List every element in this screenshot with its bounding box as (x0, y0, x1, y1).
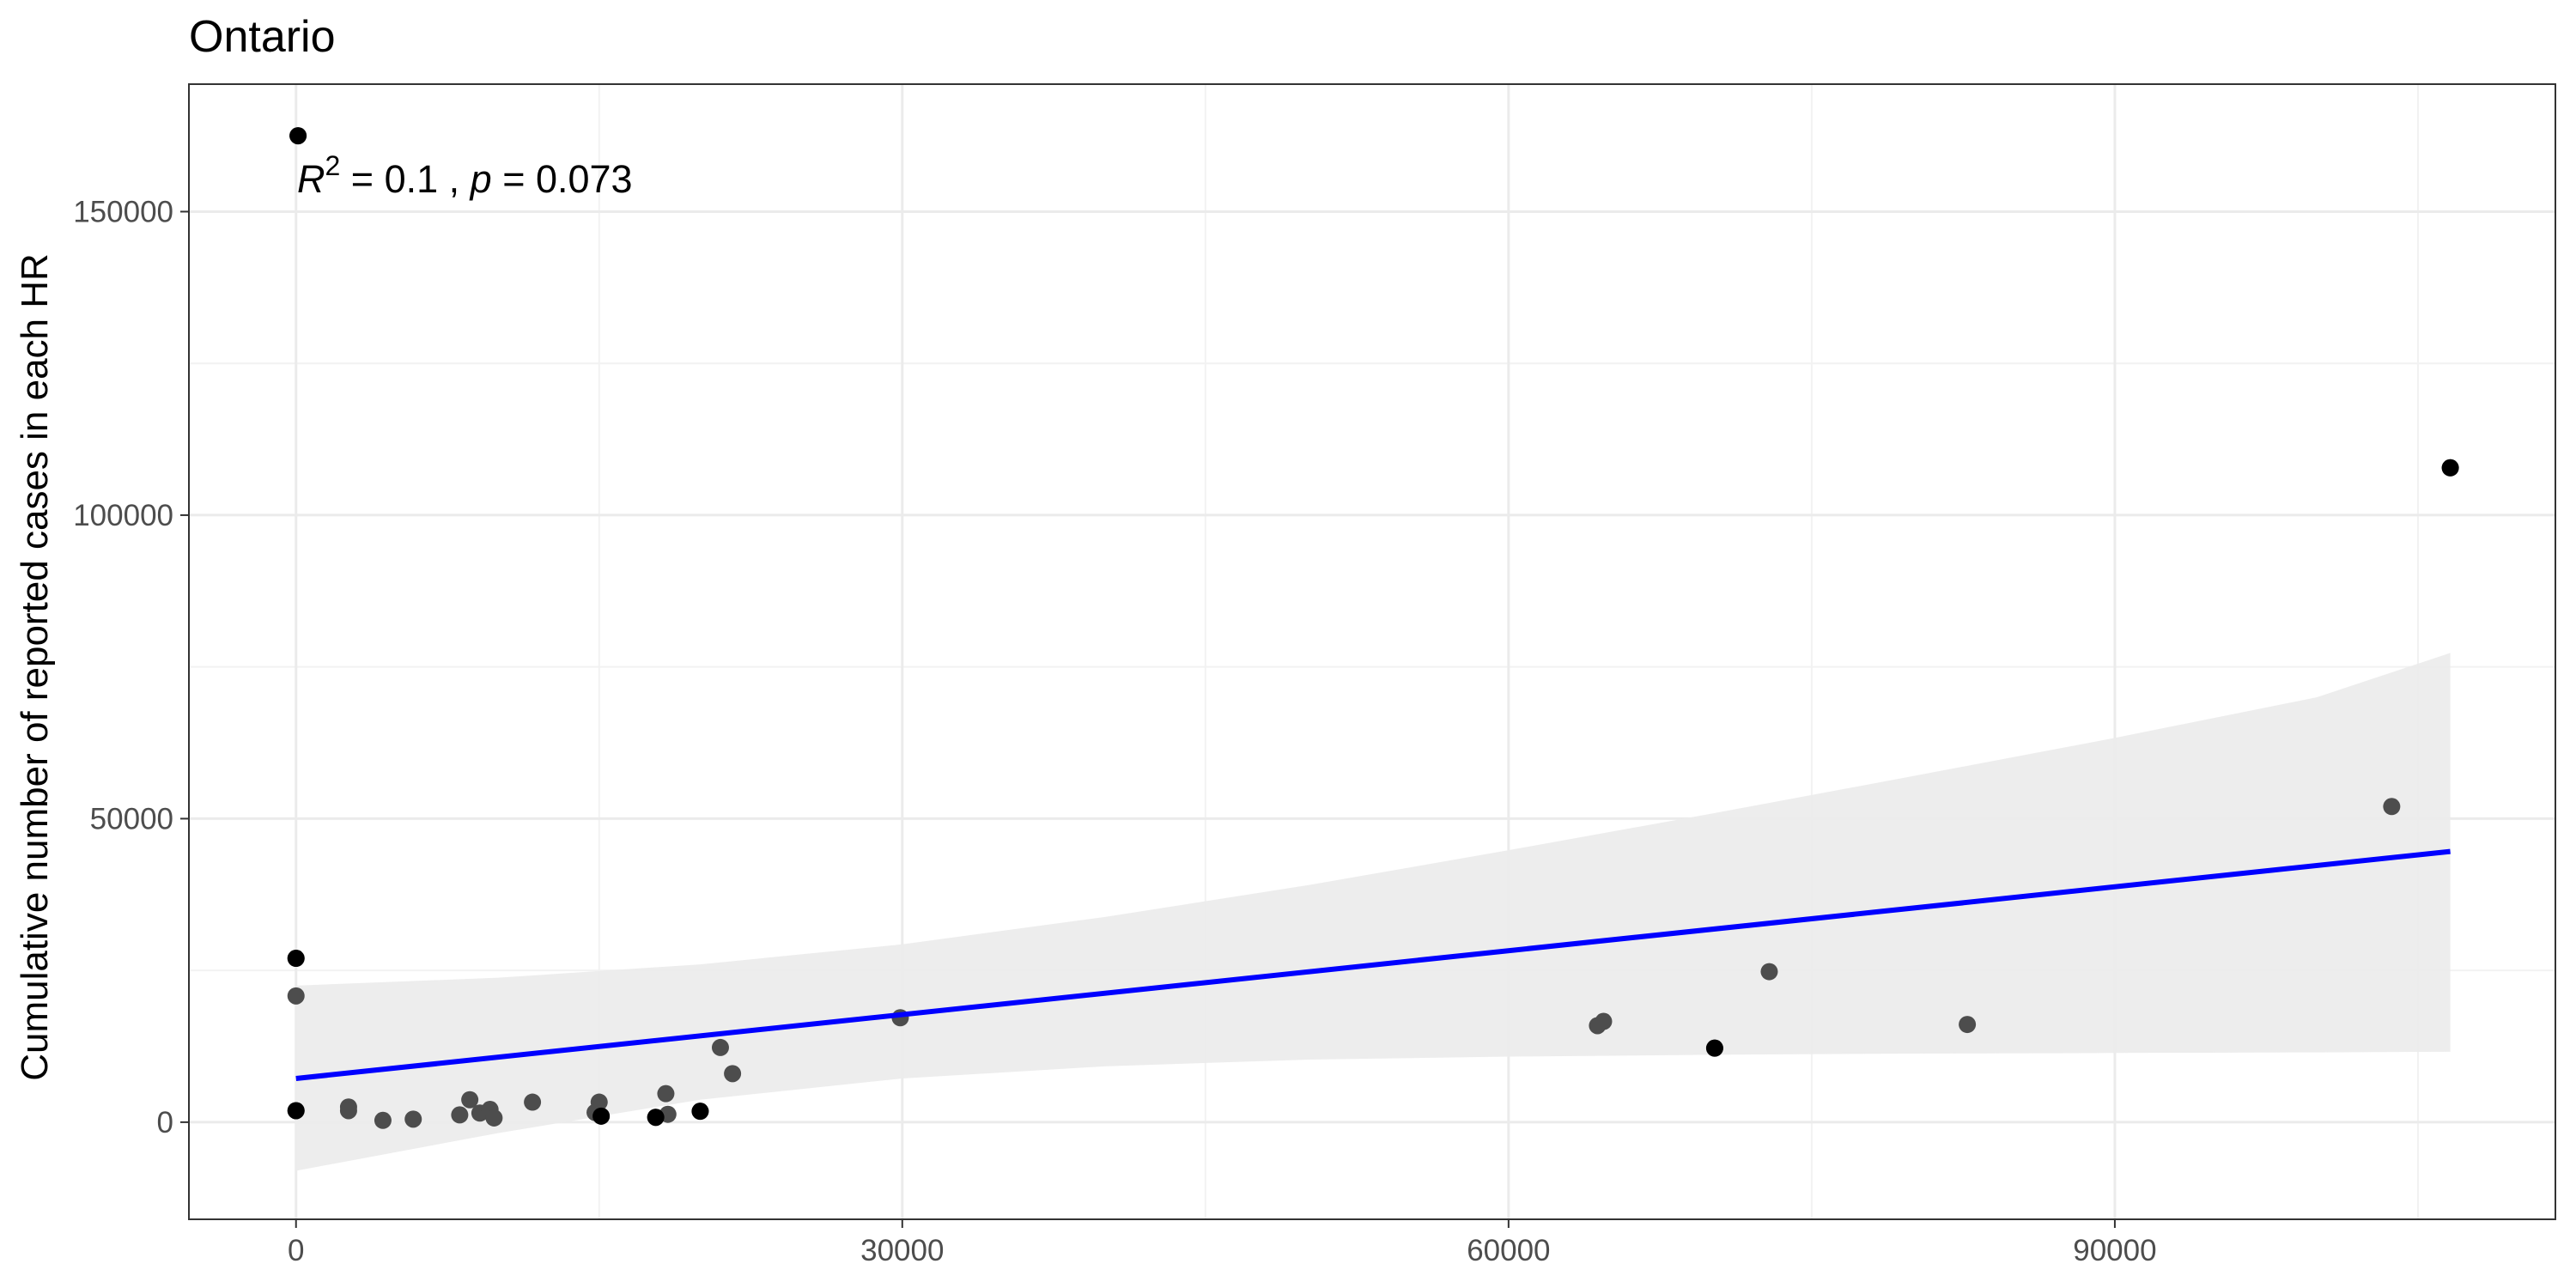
r-exponent: 2 (325, 150, 341, 181)
data-point (287, 987, 305, 1005)
x-tick-label: 0 (288, 1234, 304, 1267)
y-tick-label: 50000 (90, 802, 173, 835)
data-point-dark (1705, 1039, 1723, 1057)
data-point (724, 1065, 742, 1083)
data-point (590, 1093, 608, 1111)
y-tick-label: 150000 (73, 195, 173, 228)
confidence-band (295, 653, 2451, 1171)
x-tick-label: 30000 (860, 1234, 944, 1267)
data-point (1595, 1012, 1613, 1030)
data-point (1959, 1016, 1977, 1034)
r-value: = 0.1 , (340, 157, 470, 201)
x-tick-label: 60000 (1467, 1234, 1550, 1267)
plot-panel: 0 30000 60000 90000 0 50000 100000 150000 R2 = 0… (73, 83, 2556, 1267)
data-point (461, 1091, 479, 1109)
data-point (485, 1109, 503, 1127)
data-point-dark (289, 127, 307, 145)
stats-annotation: R2 = 0.1 , p = 0.073 (297, 150, 633, 201)
data-point (1760, 963, 1778, 981)
data-point (339, 1102, 357, 1120)
data-point (2383, 798, 2401, 816)
data-point (374, 1111, 392, 1129)
chart-title: Ontario (189, 12, 336, 62)
data-point (657, 1084, 675, 1103)
data-point-dark (287, 950, 305, 968)
data-point-dark (2441, 459, 2459, 477)
data-point-dark (287, 1102, 305, 1120)
y-axis-label: Cumulative number of reported cases in e… (14, 253, 56, 1081)
p-symbol: p (469, 157, 492, 201)
data-point (451, 1106, 469, 1124)
data-point-dark (647, 1109, 665, 1127)
x-tick-label: 90000 (2073, 1234, 2156, 1267)
y-tick-label: 0 (157, 1106, 173, 1139)
y-tick-label: 100000 (73, 499, 173, 532)
data-point-dark (592, 1107, 611, 1125)
p-value: = 0.073 (492, 157, 633, 201)
data-point-dark (691, 1103, 709, 1121)
r-symbol: R (297, 157, 325, 201)
data-point (711, 1038, 729, 1056)
regression-line (295, 848, 2451, 1081)
data-point (404, 1110, 422, 1128)
panel-border (188, 83, 2556, 1220)
data-point (524, 1093, 542, 1111)
